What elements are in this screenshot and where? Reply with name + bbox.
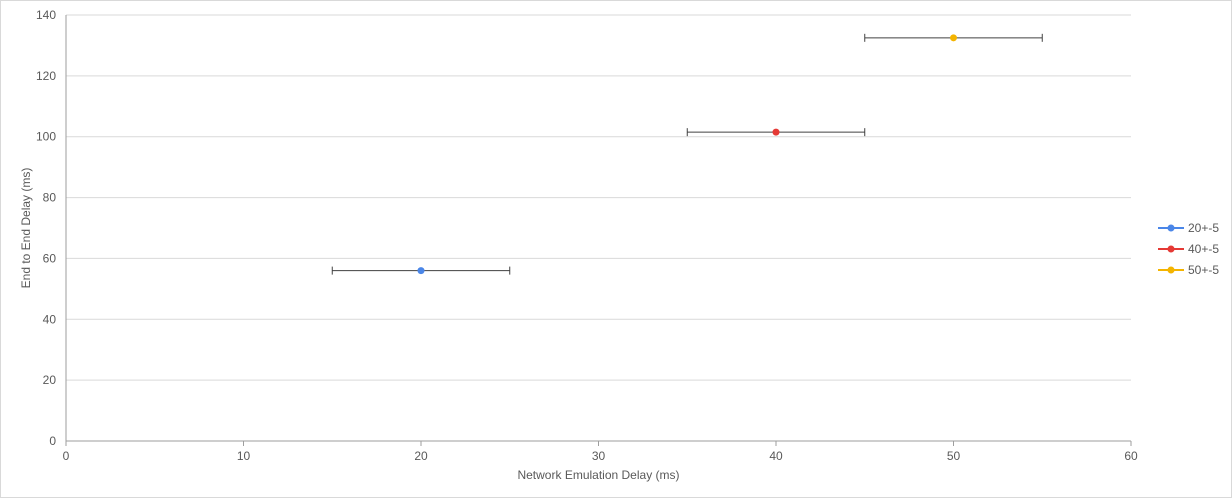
x-tick-label-10: 10 xyxy=(237,449,251,463)
legend: 20+-5 40+-5 50+-5 xyxy=(1158,221,1219,277)
y-axis-title: End to End Delay (ms) xyxy=(19,168,33,289)
tick-labels: 0 20 40 60 80 100 120 140 0 10 20 30 40 50 60 xyxy=(36,8,1138,463)
legend-item-2: 40+-5 xyxy=(1158,242,1219,256)
x-tick-label-40: 40 xyxy=(769,449,783,463)
legend-item-1: 20+-5 xyxy=(1158,221,1219,235)
y-tick-label-80: 80 xyxy=(43,191,57,205)
data-point-3 xyxy=(950,34,957,42)
x-tick-label-50: 50 xyxy=(947,449,961,463)
legend-label-3: 50+-5 xyxy=(1188,263,1219,277)
series-2 xyxy=(686,128,866,137)
series-1 xyxy=(331,266,511,275)
x-tick-label-60: 60 xyxy=(1124,449,1138,463)
x-tick-label-30: 30 xyxy=(592,449,606,463)
y-tick-label-0: 0 xyxy=(49,434,56,448)
grid-lines xyxy=(66,14,1131,381)
series-3 xyxy=(864,33,1043,42)
y-tick-label-100: 100 xyxy=(36,130,56,144)
legend-label-1: 20+-5 xyxy=(1188,221,1219,235)
series-marks xyxy=(331,33,1043,275)
y-tick-label-40: 40 xyxy=(43,312,57,326)
y-tick-label-60: 60 xyxy=(43,251,57,265)
axes xyxy=(65,15,1132,446)
x-tick-label-20: 20 xyxy=(414,449,428,463)
data-point-1 xyxy=(417,267,425,275)
x-tick-label-0: 0 xyxy=(63,449,70,463)
x-axis-title: Network Emulation Delay (ms) xyxy=(517,468,679,482)
y-tick-label-120: 120 xyxy=(36,69,56,83)
legend-label-2: 40+-5 xyxy=(1188,242,1219,256)
y-tick-label-140: 140 xyxy=(36,8,56,22)
data-point-2 xyxy=(772,128,780,136)
legend-marker-3 xyxy=(1167,266,1175,274)
y-tick-label-20: 20 xyxy=(43,373,57,387)
legend-item-3: 50+-5 xyxy=(1158,263,1219,277)
legend-marker-2 xyxy=(1167,245,1175,253)
legend-marker-1 xyxy=(1167,224,1175,232)
